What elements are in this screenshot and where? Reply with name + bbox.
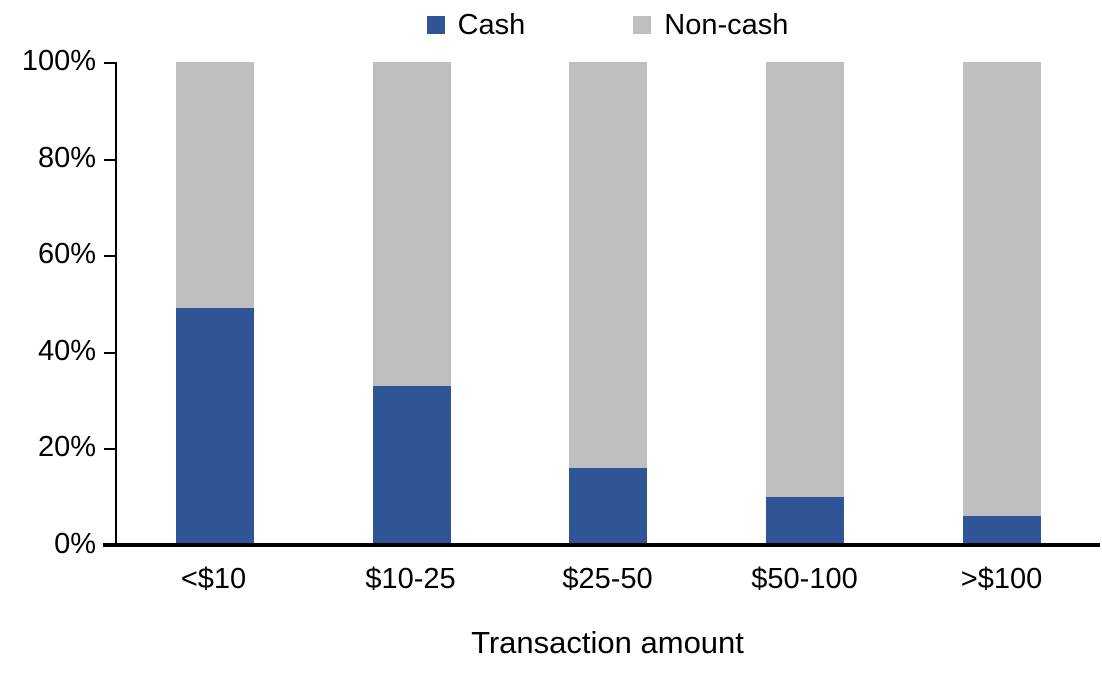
noncash-swatch-icon xyxy=(633,16,652,35)
y-tick-label: 60% xyxy=(37,238,96,271)
y-tick-label: 40% xyxy=(37,334,96,367)
x-tick-label: >$100 xyxy=(960,563,1043,595)
y-tick-label: 100% xyxy=(21,45,96,77)
plot-area xyxy=(104,62,1100,545)
stacked-bar-2 xyxy=(372,62,451,545)
y-tick-mark xyxy=(104,158,115,161)
x-axis-labels: <$10 $10-25 $25-50 $50-100 >$100 xyxy=(115,562,1100,597)
bar-slot xyxy=(314,62,511,545)
bar-segment-non-cash xyxy=(962,62,1041,517)
y-tick-label: 20% xyxy=(37,431,96,464)
stacked-bar-3 xyxy=(569,62,648,545)
bars-container xyxy=(117,62,1100,545)
bar-segment-non-cash xyxy=(176,62,255,309)
legend: Cash Non-cash xyxy=(115,8,1100,43)
bar-segment-cash xyxy=(176,308,255,545)
x-tick-label: $10-25 xyxy=(365,563,456,595)
y-tick-mark xyxy=(104,351,115,354)
bar-segment-cash xyxy=(372,385,451,545)
bar-segment-cash xyxy=(962,516,1041,545)
y-tick-label: 0% xyxy=(54,528,96,560)
bar-segment-cash xyxy=(569,467,648,545)
x-tick-label: $25-50 xyxy=(562,563,653,595)
bar-segment-non-cash xyxy=(569,62,648,468)
y-axis-labels: 0% 20% 40% 60% 80% 100% xyxy=(0,47,96,559)
y-tick-mark xyxy=(104,448,115,451)
legend-item-cash: Cash xyxy=(426,8,526,43)
y-tick-mark xyxy=(104,255,115,258)
legend-item-noncash: Non-cash xyxy=(633,8,788,43)
bar-segment-non-cash xyxy=(766,62,845,497)
y-tick-label: 80% xyxy=(37,141,96,174)
cash-swatch-icon xyxy=(426,16,445,35)
bar-slot xyxy=(510,62,707,545)
y-tick-mark xyxy=(104,62,115,64)
x-axis-line xyxy=(103,543,1100,547)
bar-segment-cash xyxy=(766,496,845,545)
legend-label-noncash: Non-cash xyxy=(664,9,789,41)
bar-slot xyxy=(903,62,1100,545)
legend-label-cash: Cash xyxy=(457,9,526,41)
stacked-bar-1 xyxy=(176,62,255,545)
x-tick-label: $50-100 xyxy=(751,563,858,595)
x-tick-label: <$10 xyxy=(180,563,247,595)
bar-slot xyxy=(117,62,314,545)
bar-slot xyxy=(707,62,904,545)
stacked-bar-5 xyxy=(962,62,1041,545)
x-axis-title: Transaction amount xyxy=(471,625,744,660)
bar-segment-non-cash xyxy=(372,62,451,386)
stacked-bar-4 xyxy=(766,62,845,545)
